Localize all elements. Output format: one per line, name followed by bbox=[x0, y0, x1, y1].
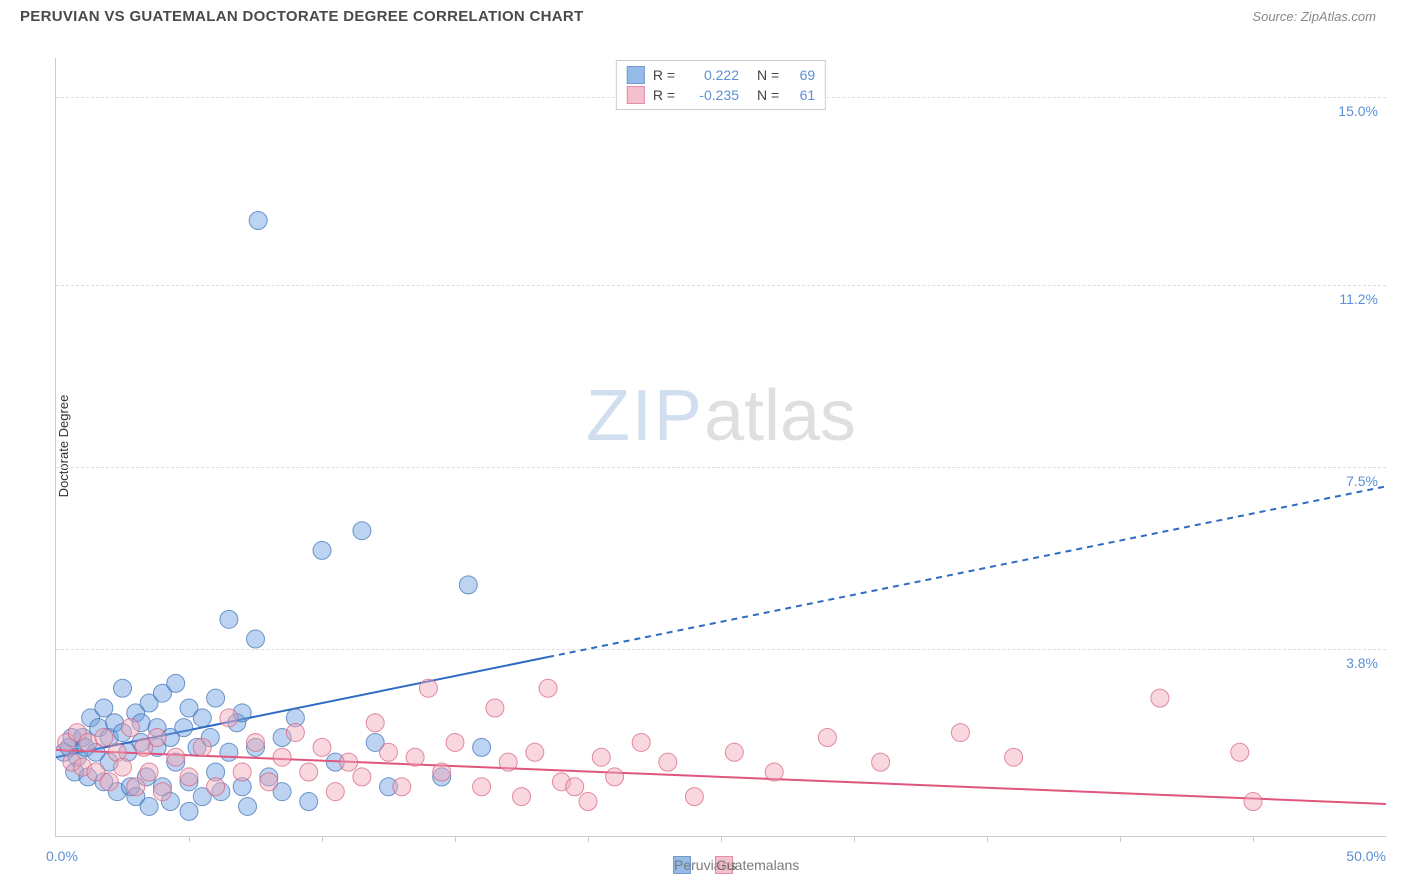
data-point bbox=[114, 758, 132, 776]
legend-row: R =-0.235N =61 bbox=[627, 85, 815, 105]
data-point bbox=[526, 743, 544, 761]
data-point bbox=[220, 743, 238, 761]
x-tick bbox=[1120, 836, 1121, 842]
data-point bbox=[380, 743, 398, 761]
data-point bbox=[300, 793, 318, 811]
data-point bbox=[539, 679, 557, 697]
data-point bbox=[249, 211, 267, 229]
correlation-legend: R =0.222N =69R =-0.235N =61 bbox=[616, 60, 826, 110]
data-point bbox=[207, 689, 225, 707]
data-point bbox=[419, 679, 437, 697]
data-point bbox=[167, 748, 185, 766]
data-point bbox=[632, 733, 650, 751]
data-point bbox=[220, 610, 238, 628]
data-point bbox=[459, 576, 477, 594]
data-point bbox=[239, 797, 257, 815]
data-point bbox=[220, 709, 238, 727]
data-point bbox=[114, 679, 132, 697]
data-point bbox=[180, 768, 198, 786]
data-point bbox=[765, 763, 783, 781]
data-point bbox=[153, 783, 171, 801]
x-tick bbox=[588, 836, 589, 842]
data-point bbox=[180, 802, 198, 820]
data-point bbox=[818, 729, 836, 747]
x-tick bbox=[322, 836, 323, 842]
data-point bbox=[685, 788, 703, 806]
data-point bbox=[247, 733, 265, 751]
data-point bbox=[140, 797, 158, 815]
data-point bbox=[207, 778, 225, 796]
chart-title: PERUVIAN VS GUATEMALAN DOCTORATE DEGREE … bbox=[20, 8, 584, 25]
legend-swatch: Guatemalans bbox=[715, 856, 733, 874]
data-point bbox=[140, 763, 158, 781]
data-point bbox=[175, 719, 193, 737]
data-point bbox=[353, 768, 371, 786]
data-point bbox=[121, 719, 139, 737]
data-point bbox=[167, 674, 185, 692]
data-point bbox=[79, 733, 97, 751]
legend-item: Guatemalans bbox=[715, 856, 733, 874]
x-axis-min-label: 0.0% bbox=[46, 848, 78, 864]
data-point bbox=[659, 753, 677, 771]
series-legend: Peruvians Guatemalans bbox=[673, 856, 733, 874]
data-point bbox=[486, 699, 504, 717]
data-point bbox=[193, 709, 211, 727]
data-point bbox=[100, 773, 118, 791]
data-point bbox=[513, 788, 531, 806]
data-point bbox=[300, 763, 318, 781]
data-point bbox=[1231, 743, 1249, 761]
trend-line bbox=[56, 750, 1386, 804]
data-point bbox=[326, 783, 344, 801]
trend-line-dashed bbox=[548, 486, 1386, 657]
data-point bbox=[579, 793, 597, 811]
data-point bbox=[566, 778, 584, 796]
data-point bbox=[606, 768, 624, 786]
data-point bbox=[433, 763, 451, 781]
data-point bbox=[499, 753, 517, 771]
data-point bbox=[725, 743, 743, 761]
chart-plot-area: ZIPatlas R =0.222N =69R =-0.235N =61 0.0… bbox=[55, 58, 1386, 837]
data-point bbox=[233, 763, 251, 781]
legend-swatch bbox=[627, 66, 645, 84]
data-point bbox=[406, 748, 424, 766]
x-tick bbox=[987, 836, 988, 842]
data-point bbox=[247, 630, 265, 648]
data-point bbox=[95, 699, 113, 717]
source-label: Source: ZipAtlas.com bbox=[1252, 9, 1376, 24]
legend-item: Peruvians bbox=[673, 856, 691, 874]
data-point bbox=[1005, 748, 1023, 766]
data-point bbox=[313, 738, 331, 756]
x-tick bbox=[721, 836, 722, 842]
data-point bbox=[872, 753, 890, 771]
x-axis-max-label: 50.0% bbox=[1346, 848, 1386, 864]
data-point bbox=[340, 753, 358, 771]
data-point bbox=[273, 748, 291, 766]
data-point bbox=[260, 773, 278, 791]
data-point bbox=[446, 733, 464, 751]
x-tick bbox=[854, 836, 855, 842]
legend-swatch bbox=[627, 86, 645, 104]
data-point bbox=[193, 738, 211, 756]
data-point bbox=[473, 778, 491, 796]
data-point bbox=[127, 778, 145, 796]
x-tick bbox=[1253, 836, 1254, 842]
x-tick bbox=[189, 836, 190, 842]
data-point bbox=[95, 729, 113, 747]
legend-row: R =0.222N =69 bbox=[627, 65, 815, 85]
data-point bbox=[393, 778, 411, 796]
data-point bbox=[1151, 689, 1169, 707]
data-point bbox=[286, 724, 304, 742]
data-point bbox=[1244, 793, 1262, 811]
data-point bbox=[366, 714, 384, 732]
data-point bbox=[313, 541, 331, 559]
x-tick bbox=[455, 836, 456, 842]
legend-swatch: Peruvians bbox=[673, 856, 691, 874]
data-point bbox=[473, 738, 491, 756]
data-point bbox=[148, 729, 166, 747]
data-point bbox=[592, 748, 610, 766]
data-point bbox=[353, 522, 371, 540]
data-point bbox=[951, 724, 969, 742]
